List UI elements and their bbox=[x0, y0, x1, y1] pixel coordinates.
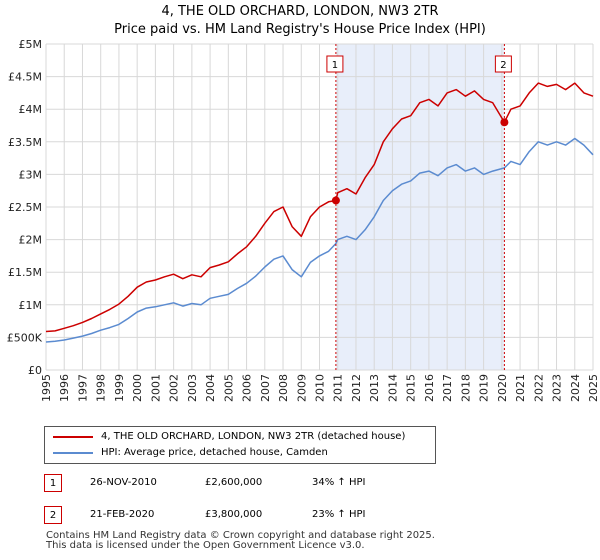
x-tick-label: 2012 bbox=[350, 374, 363, 402]
transaction-hpi: 23% ↑ HPI bbox=[312, 509, 366, 520]
x-tick-label: 2009 bbox=[295, 374, 308, 402]
transaction-badge: 2 bbox=[44, 506, 62, 524]
y-tick-label: £1.5M bbox=[8, 266, 42, 279]
price-chart: £0 £500K £1M £1.5M £2M £2.5M £3M £3.5M £4M £4.5M £… bbox=[7, 38, 600, 402]
x-tick-label: 1997 bbox=[76, 374, 89, 402]
x-tick-label: 2014 bbox=[386, 374, 399, 402]
y-tick-label: £4.5M bbox=[8, 71, 42, 84]
x-tick-label: 2016 bbox=[423, 374, 436, 402]
x-tick-label: 2015 bbox=[405, 374, 418, 402]
legend-swatch-property bbox=[53, 436, 93, 438]
sale-label-box bbox=[326, 55, 344, 73]
x-tick-label: 2017 bbox=[441, 374, 454, 402]
x-tick-label: 2018 bbox=[459, 374, 472, 402]
x-tick-label: 2021 bbox=[514, 374, 527, 402]
transaction-price: £2,600,000 bbox=[205, 477, 263, 488]
x-tick-label: 1995 bbox=[40, 374, 53, 402]
y-tick-label: £3M bbox=[19, 168, 43, 181]
x-tick-label: 2002 bbox=[168, 374, 181, 402]
x-tick-label: 2003 bbox=[186, 374, 199, 402]
y-tick-label: £2.5M bbox=[8, 201, 42, 214]
x-tick-label: 1998 bbox=[95, 374, 108, 402]
footer-copyright: Contains HM Land Registry data © Crown c… bbox=[46, 530, 435, 541]
transaction-price: £3,800,000 bbox=[205, 509, 263, 520]
y-tick-label: £2M bbox=[19, 234, 43, 247]
transaction-row: 2 21-FEB-2020 £3,800,000 23% ↑ HPI bbox=[0, 505, 600, 527]
x-tick-label: 1996 bbox=[58, 374, 71, 402]
x-tick-label: 2011 bbox=[332, 374, 345, 402]
x-tick-label: 2004 bbox=[204, 374, 217, 402]
sale-label-box bbox=[494, 55, 512, 73]
x-tick-label: 2005 bbox=[222, 374, 235, 402]
footer: Contains HM Land Registry data © Crown c… bbox=[46, 531, 435, 551]
legend-label-hpi: HPI: Average price, detached house, Camd… bbox=[101, 447, 328, 458]
legend-swatch-hpi bbox=[53, 452, 93, 454]
transaction-row: 1 26-NOV-2010 £2,600,000 34% ↑ HPI bbox=[0, 473, 600, 495]
x-tick-label: 2020 bbox=[496, 374, 509, 402]
legend-label-property: 4, THE OLD ORCHARD, LONDON, NW3 2TR (det… bbox=[101, 431, 406, 442]
chart-subtitle: Price paid vs. HM Land Registry's House … bbox=[114, 22, 486, 37]
transaction-date: 26-NOV-2010 bbox=[90, 477, 157, 488]
x-tick-label: 2007 bbox=[259, 374, 272, 402]
x-tick-label: 2024 bbox=[569, 374, 582, 402]
x-tick-label: 2001 bbox=[149, 374, 162, 402]
x-tick-label: 2013 bbox=[368, 374, 381, 402]
y-tick-label: £500K bbox=[7, 331, 43, 344]
x-tick-label: 2019 bbox=[478, 374, 491, 402]
x-tick-label: 2000 bbox=[131, 374, 144, 402]
y-tick-label: £0 bbox=[28, 364, 42, 377]
x-tick-label: 2025 bbox=[587, 374, 600, 402]
x-tick-label: 2023 bbox=[551, 374, 564, 402]
x-tick-label: 2022 bbox=[532, 374, 545, 402]
transaction-hpi: 34% ↑ HPI bbox=[312, 477, 366, 488]
x-tick-label: 2006 bbox=[241, 374, 254, 402]
y-tick-label: £3.5M bbox=[8, 136, 42, 149]
y-tick-label: £4M bbox=[19, 103, 43, 116]
y-tick-label: £1M bbox=[19, 299, 43, 312]
hpi-line bbox=[45, 137, 594, 343]
footer-licence: This data is licensed under the Open Gov… bbox=[46, 540, 365, 551]
x-tick-label: 1999 bbox=[113, 374, 126, 402]
legend: 4, THE OLD ORCHARD, LONDON, NW3 2TR (det… bbox=[44, 426, 436, 464]
x-tick-label: 2010 bbox=[314, 374, 327, 402]
sale-label: 2 bbox=[500, 60, 506, 71]
transaction-badge: 1 bbox=[44, 474, 62, 492]
chart-title: 4, THE OLD ORCHARD, LONDON, NW3 2TR bbox=[161, 4, 439, 19]
sale-point bbox=[500, 118, 509, 127]
y-tick-label: £5M bbox=[19, 38, 43, 51]
x-tick-label: 2008 bbox=[277, 374, 290, 402]
sale-point bbox=[331, 196, 340, 205]
transaction-date: 21-FEB-2020 bbox=[90, 509, 155, 520]
sale-label: 1 bbox=[332, 60, 338, 71]
